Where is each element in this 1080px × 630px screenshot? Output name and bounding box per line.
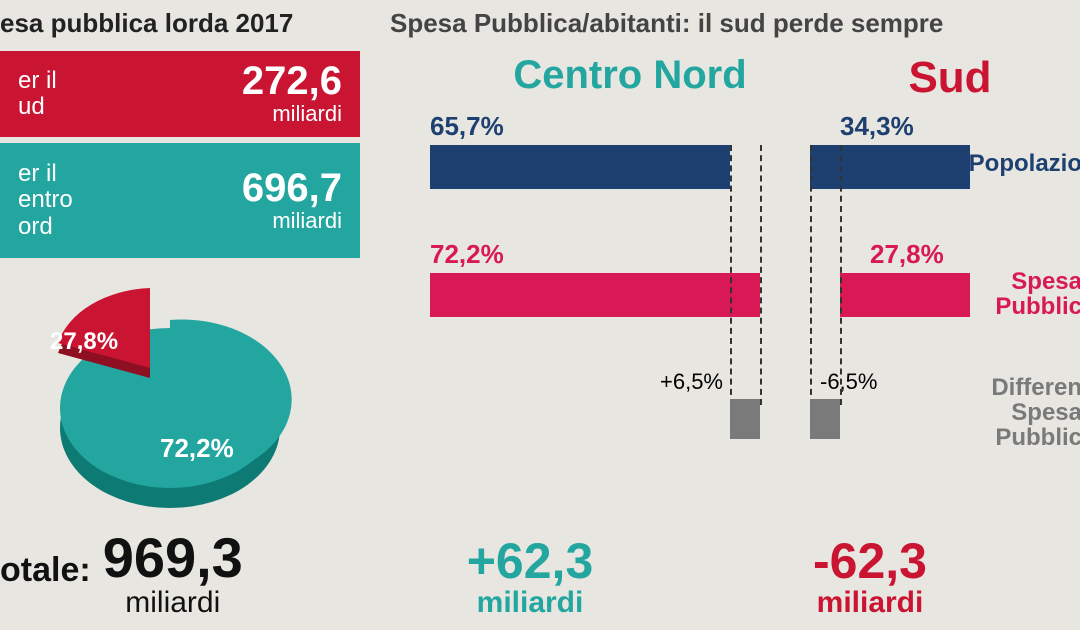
box-nord-label: er il entro ord bbox=[18, 161, 73, 240]
totale-block: otale: 969,3 miliardi bbox=[0, 530, 360, 620]
bar-diff: +6,5% -6,5% Differen Spesa Pubblic bbox=[370, 369, 1080, 469]
dash-1 bbox=[730, 145, 732, 405]
bar-spesa: 72,2% 27,8% Spesa Pubblic bbox=[370, 239, 1080, 359]
delta-cn-num: +62,3 bbox=[360, 536, 700, 586]
box-nord-value: 696,7 miliardi bbox=[242, 168, 342, 234]
pop-label: Popolazio bbox=[969, 151, 1080, 176]
delta-sud-num: -62,3 bbox=[700, 536, 1040, 586]
diff-bar-cn bbox=[730, 399, 760, 439]
region-sud: Sud bbox=[830, 53, 1070, 103]
dash-2 bbox=[760, 145, 762, 405]
pop-sud-pct: 34,3% bbox=[840, 111, 914, 142]
region-cn: Centro Nord bbox=[430, 53, 830, 103]
diff-label: Differen Spesa Pubblic bbox=[991, 375, 1080, 451]
box-nord: er il entro ord 696,7 miliardi bbox=[0, 143, 360, 258]
spesa-cn-pct: 72,2% bbox=[430, 239, 504, 270]
pop-cn-pct: 65,7% bbox=[430, 111, 504, 142]
delta-cn-unit: miliardi bbox=[360, 586, 700, 620]
diff-cn-pct: +6,5% bbox=[660, 369, 723, 395]
box-sud-label: er il ud bbox=[18, 68, 57, 121]
right-title: Spesa Pubblica/abitanti: il sud perde se… bbox=[370, 0, 1080, 47]
bar-popolazione: 65,7% 34,3% Popolazio bbox=[370, 111, 1080, 231]
pop-bar-sud bbox=[810, 145, 970, 189]
totale-val: 969,3 miliardi bbox=[103, 530, 243, 620]
delta-sud-unit: miliardi bbox=[700, 586, 1040, 620]
pie-label-sud: 27,8% bbox=[50, 328, 118, 356]
spesa-label: Spesa Pubblic bbox=[995, 269, 1080, 319]
totale-row: otale: 969,3 miliardi +62,3 miliardi -62… bbox=[0, 530, 1080, 620]
spesa-bar-sud bbox=[840, 273, 970, 317]
pie-chart: 27,8% 72,2% bbox=[20, 278, 300, 518]
box-sud: er il ud 272,6 miliardi bbox=[0, 51, 360, 137]
dash-4 bbox=[840, 145, 842, 405]
pie-label-nord: 72,2% bbox=[160, 433, 234, 464]
pop-bar-cn bbox=[430, 145, 730, 189]
delta-sud: -62,3 miliardi bbox=[700, 536, 1040, 620]
spesa-bar-cn bbox=[430, 273, 760, 317]
dash-3 bbox=[810, 145, 812, 405]
spesa-sud-pct: 27,8% bbox=[870, 239, 944, 270]
delta-cn: +62,3 miliardi bbox=[360, 536, 700, 620]
left-title: esa pubblica lorda 2017 bbox=[0, 0, 360, 51]
diff-bar-sud bbox=[810, 399, 840, 439]
diff-sud-pct: -6,5% bbox=[820, 369, 877, 395]
box-sud-value: 272,6 miliardi bbox=[242, 61, 342, 127]
totale-label: otale: bbox=[0, 551, 91, 620]
pie-svg bbox=[20, 278, 300, 518]
region-headers: Centro Nord Sud bbox=[370, 53, 1080, 103]
